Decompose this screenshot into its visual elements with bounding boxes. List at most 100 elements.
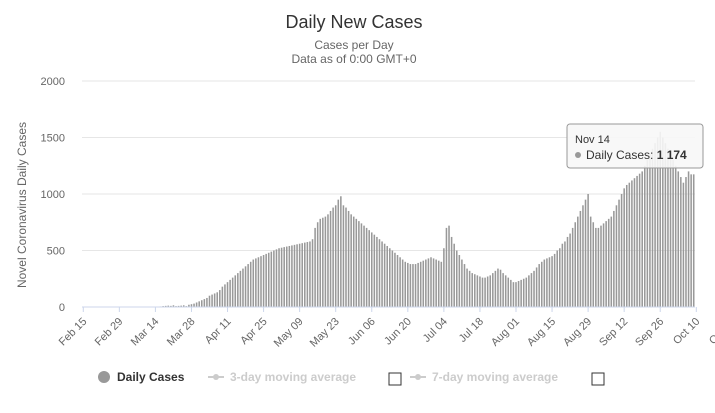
data-bar[interactable] (656, 137, 659, 308)
data-bar[interactable] (551, 256, 553, 307)
data-bar[interactable] (618, 199, 620, 307)
data-bar[interactable] (633, 178, 636, 307)
data-bar[interactable] (553, 253, 556, 307)
data-bar[interactable] (221, 286, 224, 307)
data-bar[interactable] (301, 243, 303, 307)
data-bar[interactable] (360, 223, 363, 307)
data-bar[interactable] (432, 258, 435, 307)
data-bar[interactable] (347, 210, 350, 307)
data-bar[interactable] (692, 174, 695, 307)
data-bar[interactable] (319, 218, 322, 307)
data-bar[interactable] (646, 160, 649, 307)
data-bar[interactable] (468, 270, 471, 307)
legend-item-7day-average[interactable]: 7-day moving average (410, 370, 605, 386)
data-bar[interactable] (383, 243, 386, 307)
data-bar[interactable] (234, 275, 237, 307)
data-bar[interactable] (543, 259, 546, 307)
data-bar[interactable] (556, 250, 558, 308)
data-bar[interactable] (461, 259, 463, 307)
data-bar[interactable] (244, 266, 247, 307)
data-bar[interactable] (522, 278, 525, 307)
data-bar[interactable] (255, 258, 257, 307)
data-bar[interactable] (592, 222, 595, 307)
data-bar[interactable] (298, 243, 301, 307)
data-bar[interactable] (216, 292, 218, 307)
data-bar[interactable] (466, 268, 468, 307)
data-bar[interactable] (669, 154, 672, 307)
data-bar[interactable] (685, 177, 687, 307)
data-bar[interactable] (363, 225, 365, 307)
data-bar[interactable] (566, 236, 569, 307)
data-bar[interactable] (170, 305, 172, 307)
data-bar[interactable] (267, 252, 270, 307)
data-bar[interactable] (358, 221, 360, 307)
data-bar[interactable] (435, 259, 437, 307)
data-bar[interactable] (332, 207, 334, 307)
data-bar[interactable] (535, 267, 538, 307)
data-bar[interactable] (546, 258, 548, 307)
data-bar[interactable] (512, 282, 515, 307)
data-bar[interactable] (311, 239, 314, 307)
data-bar[interactable] (476, 275, 479, 307)
data-bar[interactable] (262, 255, 265, 307)
data-bar[interactable] (636, 175, 638, 307)
data-bar[interactable] (231, 277, 234, 307)
data-bar[interactable] (355, 218, 358, 307)
data-bar[interactable] (270, 251, 273, 307)
data-bar[interactable] (252, 259, 255, 307)
data-bar[interactable] (249, 261, 252, 307)
data-bar[interactable] (682, 182, 685, 307)
data-bar[interactable] (625, 184, 628, 307)
data-bar[interactable] (381, 241, 383, 307)
data-bar[interactable] (291, 245, 293, 307)
data-bar[interactable] (340, 196, 342, 307)
data-bar[interactable] (602, 223, 605, 307)
data-bar[interactable] (507, 277, 510, 307)
data-bar[interactable] (180, 305, 182, 307)
legend-3day-checkbox[interactable] (388, 372, 402, 386)
data-bar[interactable] (587, 194, 589, 307)
data-bar[interactable] (190, 304, 193, 307)
data-bar[interactable] (391, 250, 394, 308)
data-bar[interactable] (401, 259, 404, 307)
data-bar[interactable] (285, 246, 288, 307)
data-bar[interactable] (620, 194, 623, 307)
data-bar[interactable] (489, 275, 492, 307)
data-bar[interactable] (440, 261, 443, 307)
data-bar[interactable] (195, 302, 198, 307)
data-bar[interactable] (177, 305, 180, 307)
data-bar[interactable] (352, 216, 355, 307)
data-bar[interactable] (316, 222, 319, 307)
data-bar[interactable] (273, 250, 275, 308)
data-bar[interactable] (242, 268, 244, 307)
data-bar[interactable] (304, 242, 306, 307)
data-bar[interactable] (288, 245, 291, 307)
data-bar[interactable] (600, 225, 602, 307)
data-bar[interactable] (528, 275, 530, 307)
data-bar[interactable] (520, 279, 522, 307)
data-bar[interactable] (373, 234, 376, 307)
data-bar[interactable] (378, 239, 381, 307)
data-bar[interactable] (229, 279, 231, 307)
data-bar[interactable] (561, 243, 564, 307)
data-bar[interactable] (687, 171, 690, 307)
data-bar[interactable] (615, 205, 618, 307)
data-bar[interactable] (327, 214, 329, 307)
data-bar[interactable] (365, 227, 368, 307)
data-bar[interactable] (337, 199, 340, 307)
data-bar[interactable] (651, 148, 654, 307)
data-bar[interactable] (667, 148, 669, 307)
data-bar[interactable] (577, 216, 579, 307)
data-bar[interactable] (345, 207, 347, 307)
data-bar[interactable] (213, 293, 216, 307)
data-bar[interactable] (463, 264, 466, 307)
data-bar[interactable] (419, 261, 422, 307)
data-bar[interactable] (494, 270, 497, 307)
data-bar[interactable] (322, 217, 324, 307)
data-bar[interactable] (674, 165, 677, 307)
legend-7day-checkbox[interactable] (591, 372, 605, 386)
data-bar[interactable] (690, 174, 692, 307)
data-bar[interactable] (486, 276, 489, 307)
data-bar[interactable] (471, 273, 473, 307)
data-bar[interactable] (386, 245, 388, 307)
